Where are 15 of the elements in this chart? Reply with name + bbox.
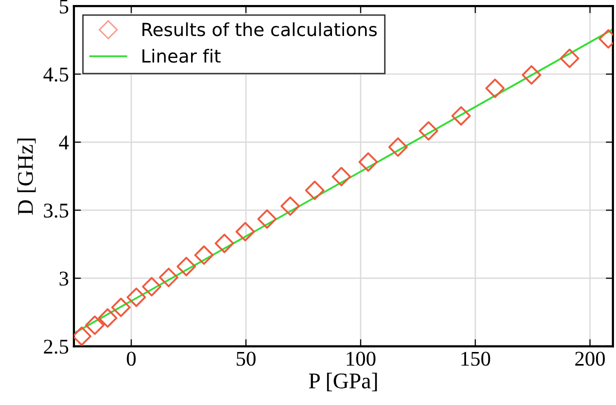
y-tick-label: 5 [60, 0, 68, 14]
y-tick-label: 3.5 [44, 204, 68, 218]
y-tick-label: 4.5 [43, 68, 68, 82]
y-axis-title: D [GHz] [17, 138, 36, 215]
x-tick-label: 50 [236, 352, 256, 366]
y-tick-label: 3 [60, 272, 68, 286]
y-tick-label: 4 [59, 136, 69, 150]
x-axis-title: P [GPa] [308, 372, 377, 392]
x-tick-label: 200 [575, 352, 605, 366]
x-tick-label: 0 [126, 352, 136, 366]
x-tick-label: 150 [462, 352, 490, 366]
legend-label: Linear fit [142, 48, 221, 63]
x-tick-label: 100 [346, 352, 376, 366]
y-tick-label: 2.5 [44, 340, 68, 354]
legend-label: Results of the calculations [142, 22, 377, 36]
